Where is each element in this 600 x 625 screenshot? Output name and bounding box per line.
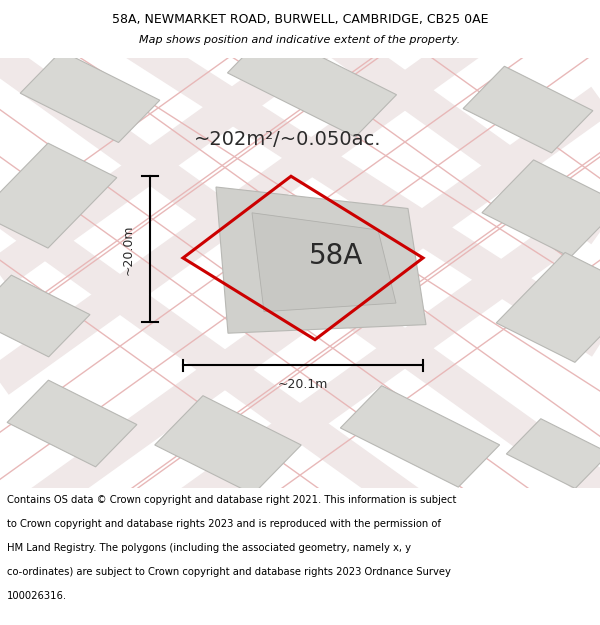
Text: co-ordinates) are subject to Crown copyright and database rights 2023 Ordnance S: co-ordinates) are subject to Crown copyr… [7,567,451,577]
Polygon shape [216,187,426,333]
Polygon shape [7,380,137,467]
Polygon shape [20,51,160,142]
Polygon shape [0,275,90,357]
Polygon shape [506,419,600,489]
Polygon shape [482,160,600,257]
Polygon shape [252,213,396,312]
Polygon shape [463,66,593,153]
Polygon shape [0,143,117,248]
Text: 58A: 58A [309,242,363,270]
Polygon shape [227,31,397,137]
Text: Contains OS data © Crown copyright and database right 2021. This information is : Contains OS data © Crown copyright and d… [7,495,457,505]
Polygon shape [155,396,301,494]
Polygon shape [340,386,500,487]
Text: ~202m²/~0.050ac.: ~202m²/~0.050ac. [194,130,382,149]
Text: HM Land Registry. The polygons (including the associated geometry, namely x, y: HM Land Registry. The polygons (includin… [7,542,411,552]
Polygon shape [496,253,600,362]
Text: to Crown copyright and database rights 2023 and is reproduced with the permissio: to Crown copyright and database rights 2… [7,519,441,529]
Text: 100026316.: 100026316. [7,591,67,601]
Text: ~20.0m: ~20.0m [122,224,135,274]
Text: Map shows position and indicative extent of the property.: Map shows position and indicative extent… [139,35,461,45]
Text: ~20.1m: ~20.1m [278,378,328,391]
Text: 58A, NEWMARKET ROAD, BURWELL, CAMBRIDGE, CB25 0AE: 58A, NEWMARKET ROAD, BURWELL, CAMBRIDGE,… [112,12,488,26]
